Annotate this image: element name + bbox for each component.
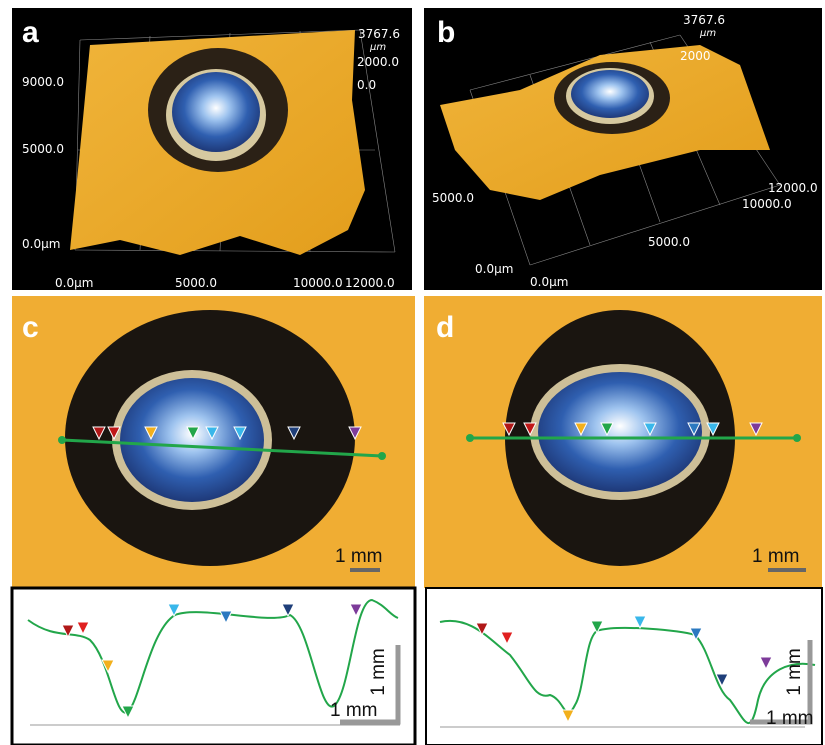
axis-label: 0.0μm (22, 237, 60, 251)
panel-label: d (436, 311, 454, 344)
axis-label: 5000.0 (432, 191, 474, 205)
axis-label: 3767.6 (683, 13, 725, 27)
axis-label: 3767.6 (358, 27, 400, 41)
panel-label: a (22, 16, 39, 49)
axis-label: 10000.0 (293, 276, 343, 290)
profile-scale-x: 1 mm (330, 700, 378, 721)
axis-label: 0.0μm (475, 262, 513, 276)
axis-label: 2000.0 (357, 55, 399, 69)
axis-label: μm (699, 28, 716, 39)
axis-label: 5000.0 (22, 142, 64, 156)
panel-c (12, 296, 415, 745)
axis-label: 0.0μm (55, 276, 93, 290)
panel-b (424, 8, 822, 290)
panel-d (424, 296, 822, 745)
axis-label: 10000.0 (742, 197, 792, 211)
profile-scale-y: 1 mm (784, 648, 805, 696)
axis-label: μm (369, 42, 386, 53)
axis-label: 12000.0 (768, 181, 818, 195)
axis-label: 0.0μm (530, 275, 568, 289)
profile-scale-x: 1 mm (766, 708, 814, 729)
axis-label: 9000.0 (22, 75, 64, 89)
scale-bar-label: 1 mm (752, 546, 800, 567)
axis-label: 12000.0 (345, 276, 395, 290)
panel-label: b (437, 16, 455, 49)
axis-label: 5000.0 (175, 276, 217, 290)
axis-label: 5000.0 (648, 235, 690, 249)
panel-a (12, 8, 412, 290)
scale-bar-label: 1 mm (335, 546, 383, 567)
profile-scale-y: 1 mm (368, 648, 389, 696)
figure: abcd3767.6μm2000.00.09000.05000.00.0μm0.… (0, 0, 825, 745)
panel-label: c (22, 311, 39, 344)
axis-label: 2000 (680, 49, 711, 63)
axis-label: 0.0 (357, 78, 376, 92)
